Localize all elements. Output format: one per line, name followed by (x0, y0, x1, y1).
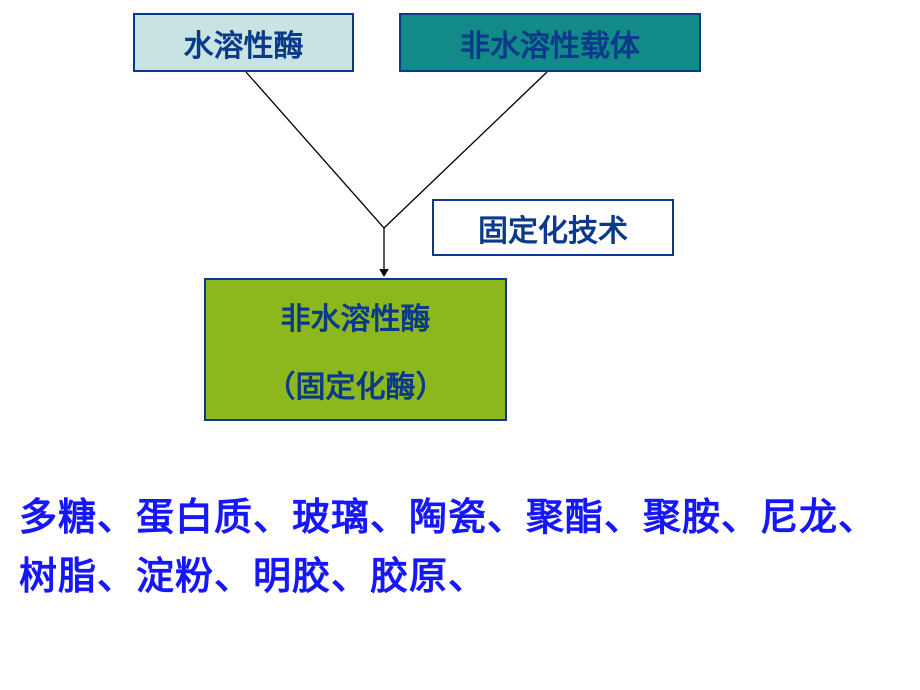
node-label-line1: 非水溶性酶 (266, 294, 446, 338)
node-label-line2: （固定化酶） (266, 362, 446, 406)
materials-text: 多糖、蛋白质、玻璃、陶瓷、聚酯、聚胺、尼龙、树脂、淀粉、明胶、胶原、 (19, 497, 877, 598)
node-immobilization-technology: 固定化技术 (432, 199, 674, 256)
materials-list: 多糖、蛋白质、玻璃、陶瓷、聚酯、聚胺、尼龙、树脂、淀粉、明胶、胶原、 (19, 489, 899, 607)
node-immobilized-enzyme: 非水溶性酶 （固定化酶） (204, 278, 507, 421)
node-label: 固定化技术 (478, 206, 628, 250)
node-water-soluble-enzyme: 水溶性酶 (133, 13, 354, 72)
arrowhead-icon (379, 269, 389, 277)
node-label: 非水溶性载体 (460, 21, 640, 65)
node-label: 水溶性酶 (184, 21, 304, 65)
node-water-insoluble-carrier: 非水溶性载体 (399, 13, 701, 72)
edge-left (246, 72, 384, 228)
